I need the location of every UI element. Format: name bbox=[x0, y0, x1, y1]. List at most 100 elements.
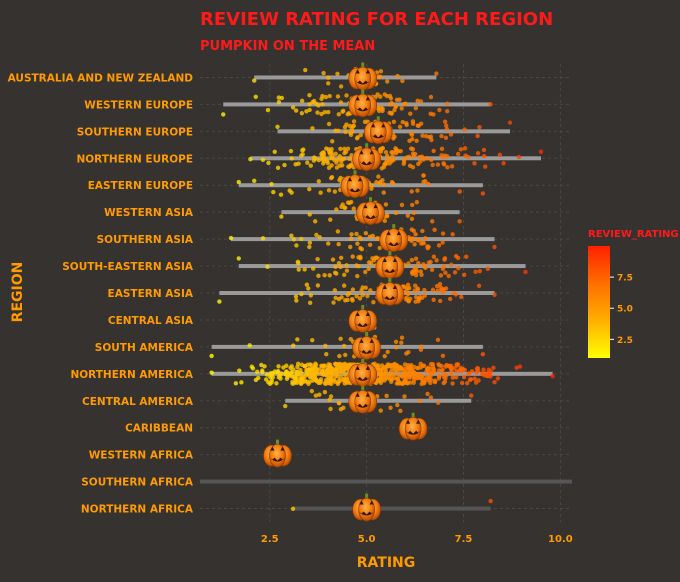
rating-point bbox=[315, 283, 321, 288]
rating-point bbox=[399, 366, 405, 371]
rating-point bbox=[472, 161, 477, 166]
rating-point bbox=[387, 161, 392, 166]
rating-point bbox=[441, 161, 446, 166]
rating-point bbox=[456, 266, 461, 271]
rating-point bbox=[416, 299, 421, 304]
rating-point bbox=[453, 292, 459, 297]
rating-point bbox=[317, 380, 323, 386]
rating-point bbox=[348, 244, 353, 250]
rating-point bbox=[399, 335, 405, 340]
rating-point bbox=[423, 265, 428, 271]
rating-point bbox=[217, 299, 222, 304]
rating-point bbox=[393, 210, 399, 216]
y-axis-labels: AUSTRALIA AND NEW ZEALAND WESTERN EUROPE S… bbox=[8, 72, 194, 515]
rating-point bbox=[315, 110, 320, 115]
rating-point bbox=[228, 235, 234, 241]
rating-point bbox=[375, 92, 380, 97]
rating-point bbox=[399, 106, 404, 111]
rating-point bbox=[431, 254, 437, 259]
rating-point bbox=[437, 373, 442, 379]
rating-point bbox=[338, 100, 344, 105]
rating-point bbox=[334, 207, 339, 212]
rating-point bbox=[321, 70, 326, 76]
rating-point bbox=[368, 288, 373, 293]
rating-point bbox=[400, 78, 405, 84]
rating-point bbox=[305, 160, 310, 165]
rating-point bbox=[475, 133, 480, 139]
rating-point bbox=[307, 93, 312, 98]
rating-point bbox=[252, 178, 257, 184]
rating-point bbox=[430, 362, 435, 367]
rating-point bbox=[407, 163, 413, 168]
rating-point bbox=[390, 181, 396, 186]
rating-point bbox=[414, 199, 420, 205]
rating-point bbox=[409, 132, 415, 137]
rating-point bbox=[299, 376, 304, 381]
rating-point bbox=[370, 256, 375, 261]
rating-point bbox=[461, 272, 467, 278]
rating-point bbox=[396, 364, 402, 370]
rating-point bbox=[419, 375, 425, 380]
rating-point bbox=[311, 373, 317, 378]
rating-point bbox=[323, 146, 329, 151]
rating-point bbox=[347, 200, 352, 206]
chart-subtitle: PUMPKIN ON THE MEAN bbox=[200, 39, 375, 54]
rating-point bbox=[507, 120, 513, 125]
rating-point bbox=[265, 264, 270, 270]
rating-point bbox=[291, 343, 296, 348]
rating-point bbox=[476, 378, 481, 383]
rating-point bbox=[501, 161, 506, 166]
rating-point bbox=[419, 272, 424, 278]
rating-point bbox=[381, 372, 387, 377]
rating-point bbox=[444, 126, 450, 132]
rating-point bbox=[326, 121, 332, 127]
rating-point bbox=[270, 370, 276, 376]
rating-point bbox=[402, 394, 407, 399]
rating-point bbox=[481, 147, 487, 153]
rating-point bbox=[328, 149, 333, 155]
rating-point bbox=[412, 151, 418, 157]
rating-point bbox=[462, 146, 468, 151]
rating-point bbox=[237, 368, 242, 373]
rating-point bbox=[275, 124, 280, 130]
rating-point bbox=[464, 254, 469, 259]
rating-point bbox=[337, 163, 342, 168]
rating-point bbox=[327, 362, 333, 368]
rating-point bbox=[417, 294, 423, 300]
rating-point bbox=[337, 353, 342, 359]
rating-point bbox=[265, 107, 271, 113]
rating-point bbox=[325, 367, 330, 373]
rating-point bbox=[377, 245, 382, 251]
rating-point bbox=[432, 227, 437, 233]
rating-point bbox=[457, 219, 462, 224]
rating-point bbox=[342, 150, 347, 156]
region-label: WESTERN EUROPE bbox=[84, 99, 193, 111]
rating-point bbox=[322, 273, 327, 278]
rating-point bbox=[435, 337, 441, 343]
rating-point bbox=[407, 375, 413, 380]
rating-point bbox=[322, 363, 327, 368]
rating-point bbox=[378, 69, 384, 74]
rating-point bbox=[387, 93, 393, 99]
rating-point bbox=[317, 392, 322, 397]
rating-point bbox=[236, 256, 241, 261]
rating-point bbox=[404, 295, 409, 300]
pumpkin-icon bbox=[375, 251, 405, 279]
rating-point bbox=[302, 364, 307, 369]
rating-point bbox=[278, 376, 283, 381]
rating-point bbox=[480, 352, 486, 357]
rating-point bbox=[290, 381, 295, 386]
rating-point bbox=[358, 236, 364, 241]
rating-point bbox=[328, 394, 334, 399]
rating-point bbox=[337, 154, 342, 159]
rating-point bbox=[336, 400, 342, 406]
rating-point bbox=[309, 388, 315, 394]
rating-point bbox=[394, 370, 399, 376]
pumpkin-icon bbox=[379, 224, 409, 252]
rating-point bbox=[463, 153, 468, 158]
rating-point bbox=[443, 286, 449, 291]
pumpkin-icon bbox=[340, 170, 370, 199]
rating-point bbox=[382, 218, 388, 223]
x-axis-title: RATING bbox=[357, 555, 416, 571]
